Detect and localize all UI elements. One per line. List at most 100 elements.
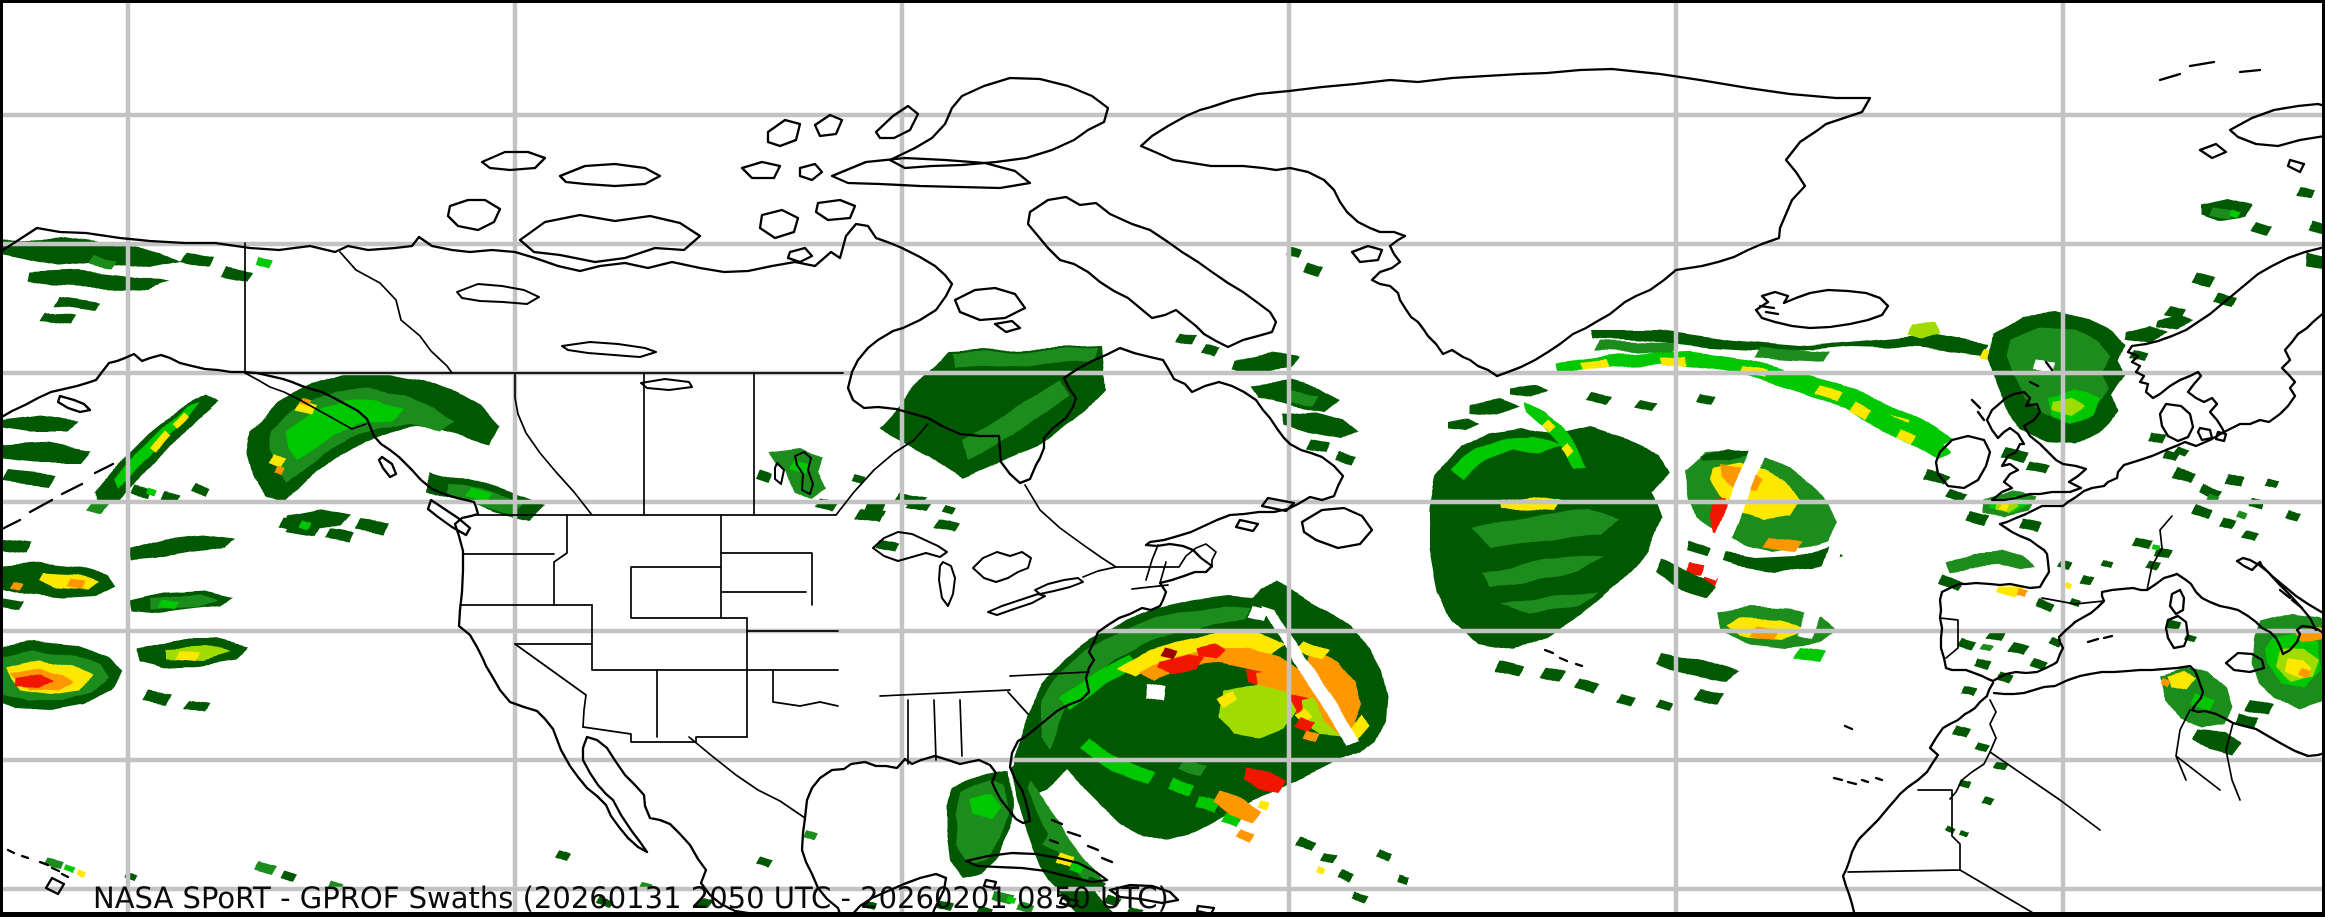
precip-swath-patch: [1146, 684, 1166, 702]
precip-swath-patch: [1284, 392, 1320, 406]
precip-swath-patch: [1260, 606, 1360, 746]
coastline-path: [2278, 588, 2304, 610]
coastline-path: [1938, 430, 2226, 683]
coastline-path: [2198, 142, 2306, 174]
border-line: [514, 372, 593, 516]
precip-swath-patch: [1908, 322, 1940, 340]
precip-swath-patch: [9, 580, 22, 590]
precip-swath-patch: [596, 896, 612, 907]
coastline-path: [2168, 588, 2186, 616]
precip-swath-patch: [2050, 398, 2084, 416]
lake-outline: [872, 531, 948, 562]
precip-swath-patch: [875, 540, 900, 552]
precip-swath-patch: [1082, 740, 1156, 786]
precip-swath-patch: [1560, 444, 1573, 457]
precip-swath-patch: [1895, 428, 1916, 445]
lake-outline: [561, 341, 657, 358]
border-line: [1939, 617, 1959, 659]
precip-swath-patch: [1480, 556, 1605, 586]
precip-swath-patch: [156, 600, 178, 610]
precip-swath-patch: [863, 902, 876, 911]
lake-outline: [640, 378, 693, 391]
precip-swath-patch: [130, 486, 153, 499]
precip-swath-patch: [277, 518, 302, 532]
precip-swath-patch: [1945, 488, 1968, 501]
precip-swath-patch: [556, 852, 572, 863]
precip-swath-patch: [1580, 359, 1609, 369]
precip-swath-patch: [172, 411, 189, 429]
border-line: [1024, 484, 1117, 568]
map-title: NASA SPoRT - GPROF Swaths (20260131 2050…: [93, 881, 1169, 915]
precip-swath-patch: [952, 348, 1098, 368]
lake-outline: [938, 561, 956, 607]
precip-swath-patch: [756, 856, 772, 867]
precip-swath-patch: [63, 864, 76, 873]
precip-swath-patch: [2101, 560, 2114, 569]
coastline-path: [874, 104, 920, 140]
precip-swath-patch: [1585, 392, 1612, 405]
precip-swath-patch: [1320, 852, 1338, 864]
coastline-path: [848, 872, 948, 917]
precip-swath-patch: [1201, 345, 1219, 357]
precip-swath-patch: [128, 534, 235, 560]
precip-swath-patch: [220, 268, 251, 282]
coastline-path: [6, 848, 70, 879]
coastline-path: [2158, 60, 2262, 82]
coastline-path: [1985, 390, 2088, 502]
coastline-path: [56, 394, 92, 414]
precip-swath-patch: [1981, 642, 1994, 651]
coastline-path: [0, 462, 115, 532]
precip-swath-patch: [54, 298, 100, 313]
precip-swath-patch: [1539, 668, 1565, 682]
precip-swath-patch: [2153, 548, 2174, 560]
coastline-path: [2235, 556, 2325, 632]
precip-swath-patch: [1302, 730, 1318, 742]
precip-swath-patch: [1660, 358, 1687, 366]
precip-swath-patch: [1158, 654, 1204, 676]
precip-swath-patch: [941, 505, 957, 515]
coastline-path: [1350, 244, 1384, 264]
precip-swath-patch: [1218, 684, 1296, 738]
border-line: [2175, 709, 2241, 801]
coastline-path: [993, 319, 1022, 334]
coastline-path: [813, 113, 844, 138]
precip-swath-patch: [2158, 315, 2194, 330]
precip-swath-patch: [1974, 742, 1990, 752]
precip-swath-patch: [325, 530, 354, 543]
lake-outline: [456, 283, 540, 305]
precip-swath-patch: [2218, 516, 2236, 528]
precip-swath-patch: [2296, 186, 2314, 199]
coastline-path: [2126, 245, 2325, 434]
precip-swath-patch: [1296, 640, 1328, 660]
precip-swath-patch: [1118, 632, 1286, 676]
precip-swath-patch: [1981, 796, 1994, 805]
lakes: [456, 283, 1084, 616]
border-line: [746, 617, 839, 738]
border-line: [879, 671, 1090, 765]
coastline-path: [2086, 634, 2114, 644]
precip-swath-patch: [0, 598, 25, 611]
precip-swath-patch: [2165, 306, 2186, 319]
coastline-path: [1832, 724, 1884, 786]
precip-swath-patch: [1376, 850, 1392, 862]
precip-swath-patch: [77, 868, 88, 877]
coastline-path: [766, 118, 802, 148]
coastline-path: [2158, 402, 2195, 443]
precip-swath-patch: [1796, 520, 1850, 640]
coastlines: [0, 60, 2325, 917]
precip-swath-patch: [936, 900, 954, 912]
coastline-path: [446, 198, 502, 232]
border-line: [582, 726, 748, 743]
coastline-path: [426, 498, 472, 537]
precip-swath-patch: [2007, 644, 2028, 657]
precip-swath-patch: [1470, 398, 1520, 414]
border-line: [553, 514, 568, 606]
precip-swath-patch: [2080, 574, 2096, 584]
precip-swath-patch: [1575, 680, 1598, 694]
border-line: [835, 423, 929, 516]
border-line: [1082, 543, 1217, 578]
coastline-path: [982, 878, 998, 890]
precip-swath-patch: [1180, 760, 1208, 776]
political-borders: [244, 242, 2241, 917]
